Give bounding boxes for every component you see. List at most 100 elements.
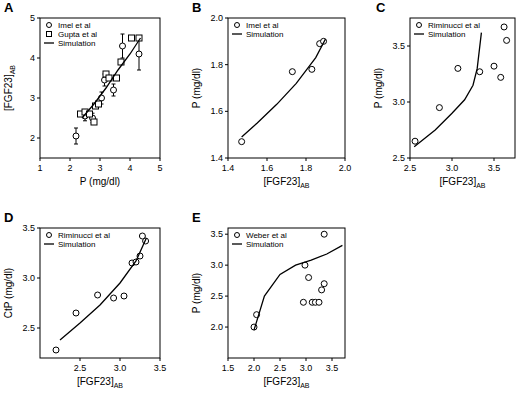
y-tick-label: 3.0 [392, 97, 405, 107]
y-tick-label: 2.0 [210, 322, 223, 332]
plot-frame [40, 18, 160, 158]
y-tick [225, 18, 228, 19]
point [96, 101, 102, 107]
x-tick-label: 2 [67, 163, 72, 173]
y-tick [407, 158, 410, 159]
x-tick-label: 3 [97, 163, 102, 173]
error-cap [74, 144, 78, 145]
panel-label: B [192, 0, 201, 15]
y-tick-label: 1.4 [210, 153, 223, 163]
panel-label: D [4, 210, 13, 225]
legend-label: Simulation [246, 240, 283, 249]
x-axis-label: [FGF23]AB [439, 176, 485, 189]
plot-frame [228, 18, 345, 158]
simulation-line [82, 38, 141, 118]
y-tick [37, 228, 40, 229]
error-cap [137, 70, 141, 71]
y-tick-label: 2.5 [210, 291, 223, 301]
x-tick-label: 1.5 [222, 363, 235, 373]
point [121, 293, 127, 299]
point [412, 138, 418, 144]
plot-frame [410, 18, 515, 158]
y-axis-label: P (mg/dl) [191, 273, 202, 313]
point [129, 35, 135, 41]
x-tick-label: 3.5 [488, 163, 501, 173]
point [95, 292, 101, 298]
x-tick-label: 3.0 [300, 363, 313, 373]
x-tick-label: 3.0 [446, 163, 459, 173]
x-tick-label: 2.5 [404, 163, 417, 173]
y-tick [407, 102, 410, 103]
x-tick [160, 158, 161, 161]
plot-area [239, 38, 327, 144]
legend-swatch [417, 23, 422, 28]
panel: C2.53.03.52.53.03.5[FGF23]ABP (mg/dl)Rim… [373, 0, 515, 189]
legend: Weber et alSimulation [232, 231, 287, 249]
error-cap [74, 128, 78, 129]
y-tick [225, 234, 228, 235]
x-tick [306, 358, 307, 361]
simulation-line [60, 238, 146, 340]
y-tick-label: 1.8 [210, 60, 223, 70]
y-tick [37, 328, 40, 329]
error-cap [112, 96, 116, 97]
point [300, 299, 306, 305]
x-axis-label: [FGF23]AB [77, 376, 123, 389]
legend-swatch [235, 233, 240, 238]
y-tick [225, 296, 228, 297]
legend: Imel et alGupta et alSimulation [44, 21, 97, 48]
panel-label: C [376, 0, 386, 15]
y-tick [37, 278, 40, 279]
x-tick-label: 2.0 [339, 163, 352, 173]
legend-label: Riminucci et al [58, 231, 110, 240]
x-tick [228, 358, 229, 361]
y-tick-label: 4 [30, 53, 35, 63]
error-cap [83, 120, 87, 121]
legend-swatch [47, 32, 52, 37]
point [239, 139, 245, 145]
point [73, 133, 79, 139]
x-tick-label: 2.0 [248, 363, 261, 373]
point [73, 310, 79, 316]
y-tick [225, 327, 228, 328]
point [319, 287, 325, 293]
y-axis-label: [FGF23]AB [3, 65, 16, 111]
x-tick-label: 1.8 [300, 163, 313, 173]
plot-frame [228, 228, 345, 358]
point [321, 281, 327, 287]
legend-swatch [414, 33, 424, 34]
panel: A123452345P (mg/dl)[FGF23]ABImel et alGu… [3, 0, 163, 187]
point [477, 69, 483, 75]
x-tick [267, 158, 268, 161]
x-tick-label: 3.5 [326, 363, 339, 373]
legend-swatch [47, 23, 52, 28]
plot-frame [40, 228, 160, 358]
y-tick-label: 3.0 [22, 273, 35, 283]
point [501, 24, 507, 30]
y-tick [37, 98, 40, 99]
y-tick-label: 2 [30, 133, 35, 143]
y-tick-label: 3.5 [392, 41, 405, 51]
plot-area [73, 34, 142, 144]
legend-label: Riminucci et al [428, 21, 480, 30]
legend-label: Imel et al [58, 21, 91, 30]
x-tick [494, 158, 495, 161]
x-tick-label: 3.0 [114, 363, 127, 373]
point [91, 119, 97, 125]
legend-label: Weber et al [246, 231, 287, 240]
legend: Riminucci et alSimulation [44, 231, 110, 249]
point [53, 347, 59, 353]
plot-area [412, 24, 510, 147]
x-tick-label: 3.5 [154, 363, 167, 373]
legend-label: Imel et al [246, 21, 279, 30]
y-tick [407, 46, 410, 47]
error-cap [121, 34, 125, 35]
y-tick-label: 2.5 [22, 323, 35, 333]
simulation-line [414, 33, 481, 147]
legend-label: Simulation [246, 30, 283, 39]
legend: Imel et alSimulation [232, 21, 283, 39]
y-axis-label: P (mg/dl) [373, 68, 384, 108]
legend-swatch [232, 33, 242, 34]
point [316, 299, 322, 305]
y-tick [37, 18, 40, 19]
